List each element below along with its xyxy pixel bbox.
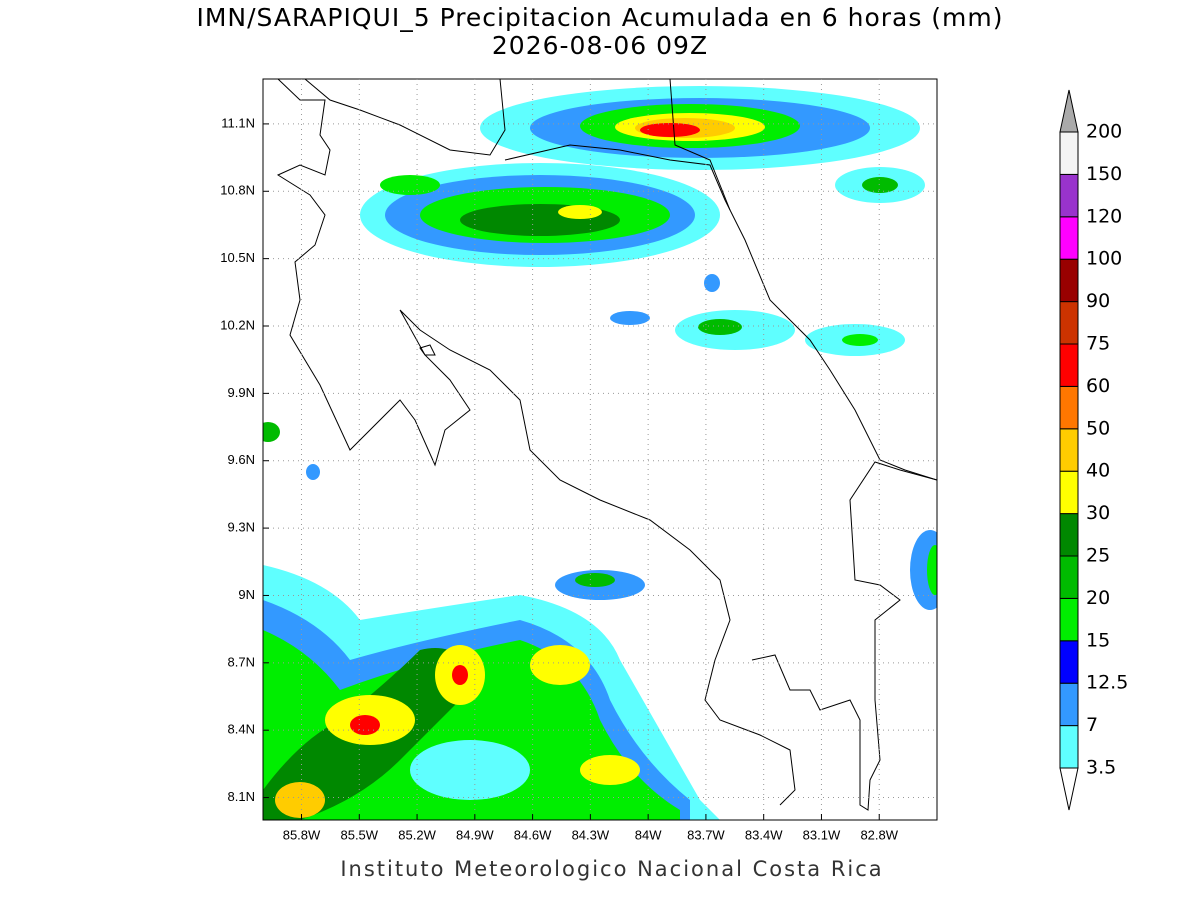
y-tick-label: 8.1N — [228, 789, 255, 804]
colorbar-box — [1059, 470, 1079, 515]
y-tick-label: 10.5N — [220, 250, 255, 265]
colorbar-label: 30 — [1086, 502, 1110, 524]
x-tick-label: 84.3W — [572, 827, 610, 842]
colorbar-label: 40 — [1086, 460, 1110, 482]
y-tick-label: 9N — [238, 587, 255, 602]
subtitle: 2026-08-06 09Z — [492, 31, 708, 60]
map-frame — [262, 78, 938, 821]
y-tick-label: 8.7N — [228, 654, 255, 669]
colorbar-label: 90 — [1086, 290, 1110, 312]
x-tick-label: 84W — [635, 827, 662, 842]
colorbar-label: 50 — [1086, 417, 1110, 439]
y-tick-label: 9.3N — [228, 520, 255, 535]
colorbar-label: 12.5 — [1086, 672, 1128, 694]
colorbar-box — [1059, 343, 1079, 387]
y-tick-label: 9.9N — [228, 385, 255, 400]
colorbar-box — [1059, 216, 1079, 260]
colorbar-box — [1059, 131, 1079, 175]
colorbar-label: 25 — [1086, 545, 1110, 567]
colorbar-box — [1059, 513, 1079, 557]
colorbar-box — [1059, 555, 1079, 599]
colorbar-label: 200 — [1086, 121, 1122, 143]
colorbar-label: 60 — [1086, 375, 1110, 397]
colorbar-high-triangle — [1059, 89, 1079, 133]
x-tick-label: 83.4W — [745, 827, 783, 842]
colorbar-box — [1059, 640, 1079, 684]
x-tick-label: 85.5W — [340, 827, 378, 842]
coastlines — [276, 79, 937, 811]
colorbar-label: 75 — [1086, 333, 1110, 355]
colorbar-label: 20 — [1086, 587, 1110, 609]
colorbar-box — [1059, 301, 1079, 345]
footer: Instituto Meteorologico Nacional Costa R… — [340, 857, 883, 881]
colorbar-box — [1059, 682, 1079, 727]
x-tick-label: 82.8W — [860, 827, 898, 842]
colorbar-label: 15 — [1086, 629, 1110, 651]
y-tick-label: 9.6N — [228, 452, 255, 467]
x-tick-label: 84.6W — [514, 827, 552, 842]
y-tick-label: 10.2N — [220, 317, 255, 332]
colorbar-box — [1059, 258, 1079, 303]
title: IMN/SARAPIQUI_5 Precipitacion Acumulada … — [196, 3, 1003, 32]
colorbar-box — [1059, 597, 1079, 642]
colorbar-label: 100 — [1086, 248, 1122, 270]
colorbar-label: 120 — [1086, 205, 1122, 227]
x-tick-label: 85.8W — [283, 827, 321, 842]
colorbar-label: 7 — [1086, 714, 1098, 736]
colorbar-box — [1059, 725, 1079, 769]
colorbar-box — [1059, 385, 1079, 430]
colorbar-box — [1059, 173, 1079, 218]
y-tick-label: 11.1N — [221, 115, 255, 130]
precip-field — [263, 86, 937, 820]
colorbar-box — [1059, 428, 1079, 472]
x-tick-label: 85.2W — [398, 827, 436, 842]
x-tick-label: 83.7W — [687, 827, 725, 842]
x-tick-label: 83.1W — [803, 827, 841, 842]
colorbar-low-triangle — [1059, 767, 1079, 811]
x-tick-label: 84.9W — [456, 827, 494, 842]
y-tick-label: 10.8N — [220, 183, 255, 198]
y-tick-label: 8.4N — [228, 722, 255, 737]
colorbar-label: 150 — [1086, 163, 1122, 185]
colorbar-label: 3.5 — [1086, 757, 1116, 779]
